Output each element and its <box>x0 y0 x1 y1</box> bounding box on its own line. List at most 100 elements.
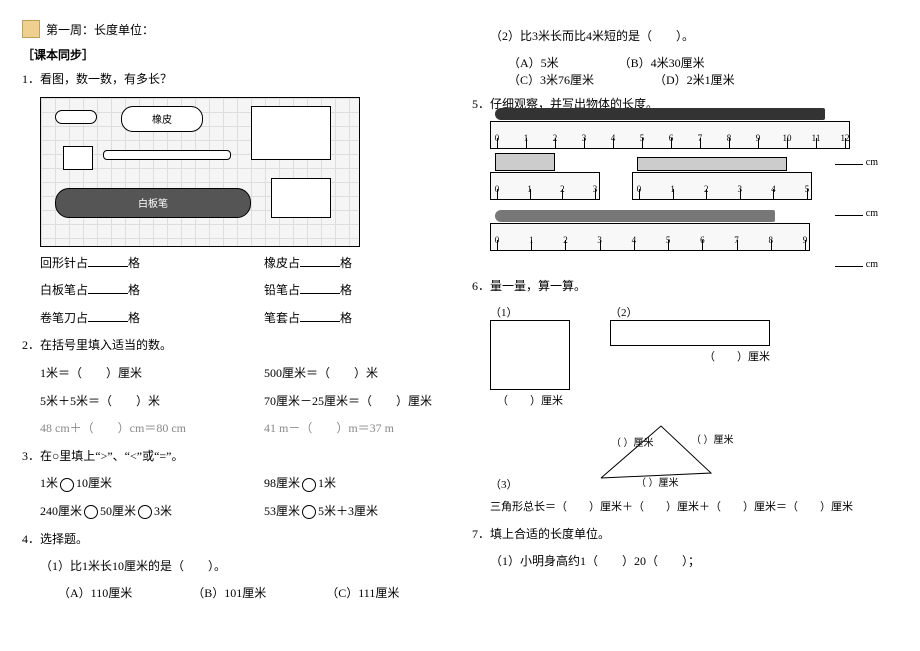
q6-shapes-1-2: （1） （ ）厘米 （2） （ ）厘米 <box>490 304 898 408</box>
q3-1-l3: 3米 <box>154 504 172 518</box>
blank[interactable] <box>88 280 128 294</box>
ruler-number: 0 <box>637 184 642 194</box>
svg-text:（ ）厘米: （ ）厘米 <box>611 436 654 449</box>
q4-2-a[interactable]: （A）5米 <box>508 54 559 71</box>
q7-sub: （1）小明身高约1（ ）20（ ）； <box>490 551 898 573</box>
q2-rows: 1米＝（ ）厘米 500厘米＝（ ）米 5米＋5米＝（ ）米 70厘米－25厘米… <box>40 363 448 440</box>
svg-text:（ ）厘米: （ ）厘米 <box>691 433 734 446</box>
rect-shape <box>610 320 770 346</box>
ruler-number: 0 <box>495 133 500 143</box>
blank[interactable] <box>88 253 128 267</box>
q6-2-bottom: （ ）厘米 <box>610 348 770 364</box>
q4-opt-a[interactable]: （A）110厘米 <box>58 584 132 601</box>
ruler-number: 4 <box>611 133 616 143</box>
cap-icon <box>271 178 331 218</box>
fountain-pen-icon <box>495 108 825 120</box>
ruler-number: 7 <box>734 235 739 245</box>
q6-s1-label: （1） <box>490 307 518 319</box>
compare-circle[interactable] <box>138 505 152 519</box>
ruler-number: 0 <box>495 235 500 245</box>
ruler-number: 0 <box>495 184 500 194</box>
q6-s2-label: （2） <box>610 307 638 319</box>
q7-title: 7．填上合适的长度单位。 <box>472 524 898 546</box>
q1-1-c: 铅笔占 <box>264 283 300 297</box>
compare-circle[interactable] <box>302 478 316 492</box>
clip-icon <box>55 110 97 124</box>
week-title: 第一周：长度单位： <box>46 21 154 38</box>
q6-1-bottom: （ ）厘米 <box>490 392 570 408</box>
blank[interactable] <box>300 280 340 294</box>
block-icon <box>637 157 787 171</box>
marker-label: 白板笔 <box>138 195 168 210</box>
q6-tri-sum: 三角形总长＝（ ）厘米＋（ ）厘米＋（ ）厘米＝（ ）厘米 <box>490 498 898 518</box>
pencil-long-icon <box>495 210 775 222</box>
q4-2-c[interactable]: （C）3米76厘米 <box>508 71 594 88</box>
q2-title: 2．在括号里填入适当的数。 <box>22 335 448 357</box>
q3-1-r2: 5米＋3厘米 <box>318 504 378 518</box>
compare-circle[interactable] <box>84 505 98 519</box>
ruler-number: 7 <box>698 133 703 143</box>
q3-rows: 1米10厘米 98厘米1米 240厘米50厘米3米 53厘米5米＋3厘米 <box>40 473 448 522</box>
ruler-number: 9 <box>803 235 808 245</box>
ruler-number: 2 <box>704 184 709 194</box>
eraser-label: 橡皮 <box>152 111 172 126</box>
ruler-number: 6 <box>700 235 705 245</box>
right-column: （2）比3米长而比4米短的是（ ）。 （A）5米 （B）4米30厘米 （C）3米… <box>460 20 910 631</box>
blank[interactable] <box>88 308 128 322</box>
q6-title: 6．量一量，算一算。 <box>472 276 898 298</box>
ruler-number: 3 <box>738 184 743 194</box>
ruler-number: 6 <box>669 133 674 143</box>
q4-opts1: （A）110厘米 （B）101厘米 （C）111厘米 <box>58 584 448 601</box>
ruler-number: 10 <box>783 133 792 143</box>
q6-shape-1: （1） （ ）厘米 <box>490 304 570 408</box>
q4-2-opts-row1: （A）5米 （B）4米30厘米 <box>508 54 898 71</box>
ruler-number: 12 <box>841 133 850 143</box>
header-icon <box>22 20 40 38</box>
ruler-number: 4 <box>771 184 776 194</box>
q3-0-l1: 1米 <box>40 476 58 490</box>
q3-0-r2: 1米 <box>318 476 336 490</box>
q1-row-0: 回形针占格 橡皮占格 <box>40 253 448 275</box>
q1-1-b: 格 <box>128 283 140 297</box>
cm-text: cm <box>866 208 878 219</box>
q1-0-a: 回形针占 <box>40 256 88 270</box>
q4-sub2: （2）比3米长而比4米短的是（ ）。 <box>490 26 898 48</box>
q2-row-1: 5米＋5米＝（ ）米 70厘米－25厘米＝（ ）厘米 <box>40 391 448 413</box>
pencil-icon <box>103 150 231 160</box>
q4-opt-c[interactable]: （C）111厘米 <box>326 584 399 601</box>
q2-row-2: 48 cm＋（ ）cm＝80 cm 41 m－（ ）m＝37 m <box>40 418 448 440</box>
q3-1-l2: 50厘米 <box>100 504 136 518</box>
ruler-number: 1 <box>670 184 675 194</box>
compare-circle[interactable] <box>60 478 74 492</box>
cm-label-4: cm <box>472 253 878 270</box>
q1-2-b: 格 <box>128 311 140 325</box>
blank[interactable] <box>835 202 863 216</box>
ruler-number: 3 <box>582 133 587 143</box>
blank[interactable] <box>300 253 340 267</box>
ruler-number: 3 <box>597 235 602 245</box>
ruler-number: 11 <box>812 133 821 143</box>
q4-opt-b[interactable]: （B）101厘米 <box>192 584 266 601</box>
q2-row-0: 1米＝（ ）厘米 500厘米＝（ ）米 <box>40 363 448 385</box>
compare-circle[interactable] <box>302 505 316 519</box>
q1-2-c: 笔套占 <box>264 311 300 325</box>
ruler-number: 4 <box>632 235 637 245</box>
ruler-number: 2 <box>553 133 558 143</box>
blank[interactable] <box>835 151 863 165</box>
ruler-3: 012345 <box>632 172 812 200</box>
q4-2-d[interactable]: （D）2米1厘米 <box>654 71 735 88</box>
q3-1-r1: 53厘米 <box>264 504 300 518</box>
blank[interactable] <box>300 308 340 322</box>
sharpener-icon <box>495 153 555 171</box>
ruler-4: 0123456789 <box>490 223 810 251</box>
q1-1-a: 白板笔占 <box>40 283 88 297</box>
q1-2-d: 格 <box>340 311 352 325</box>
cm-unit: 厘米 <box>541 395 563 407</box>
q2-0-r: 500厘米＝（ ）米 <box>264 363 448 385</box>
q1-0-d: 格 <box>340 256 352 270</box>
cm-text: cm <box>866 259 878 270</box>
blank[interactable] <box>835 253 863 267</box>
sync-heading: ［课本同步］ <box>22 46 448 63</box>
q4-2-b[interactable]: （B）4米30厘米 <box>619 54 705 71</box>
q6-shape-3: （3） （ ）厘米 （ ）厘米 （ ）厘米 <box>472 418 898 492</box>
